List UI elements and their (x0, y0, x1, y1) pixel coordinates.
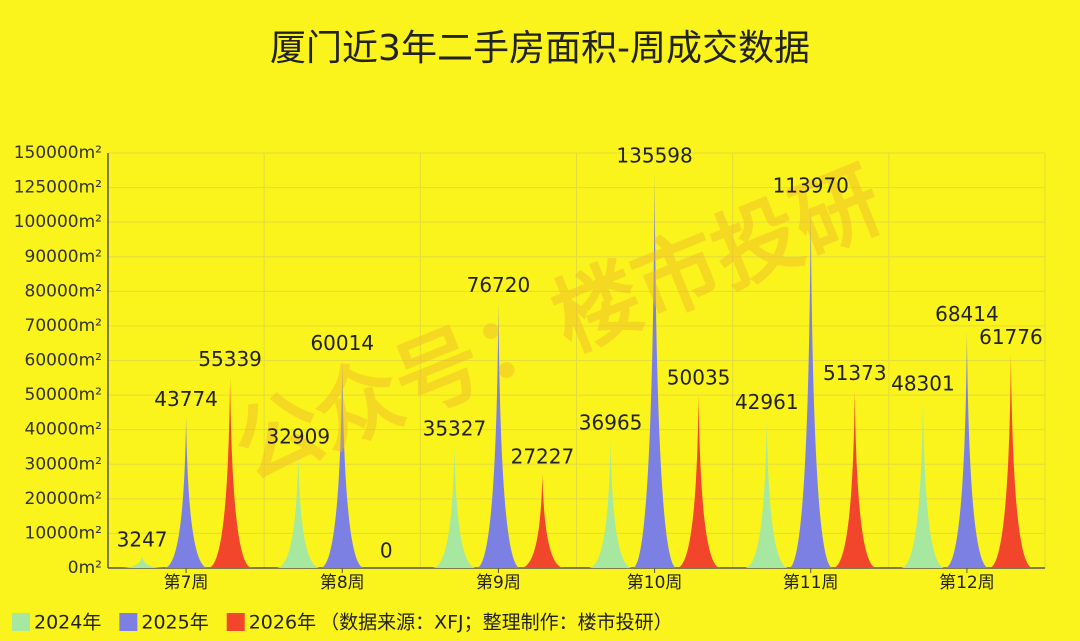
value-label: 42961 (735, 390, 799, 414)
value-label: 55339 (198, 347, 262, 371)
x-tick-label: 第11周 (783, 573, 839, 593)
x-tick-label: 第7周 (164, 573, 209, 593)
y-tick-label: 0m² (68, 558, 102, 578)
value-label: 36965 (579, 411, 643, 435)
legend-label: 2026年 (249, 612, 316, 634)
spike-bar (276, 454, 321, 568)
legend-swatch (119, 613, 138, 631)
spike-bar (520, 473, 565, 568)
value-label: 0 (380, 539, 393, 563)
y-tick-label: 60000m² (25, 351, 102, 371)
value-label: 32909 (266, 425, 330, 449)
chart-title: 厦门近3年二手房面积-周成交数据 (270, 28, 810, 69)
marks (120, 172, 1033, 569)
y-tick-label: 150000m² (14, 143, 102, 163)
spike-bar (788, 202, 833, 569)
value-label: 3247 (117, 527, 168, 551)
spike-bar (632, 172, 677, 568)
spike-bar (676, 394, 721, 568)
spike-bar (432, 445, 477, 568)
value-label: 61776 (979, 325, 1043, 349)
legend-note: （数据来源：XFJ；整理制作：楼市投研） (320, 612, 673, 634)
y-tick-label: 80000m² (25, 281, 102, 301)
spike-bar (944, 331, 989, 568)
value-label: 43774 (154, 387, 218, 411)
spike-bar (744, 419, 789, 568)
value-label: 51373 (823, 361, 887, 385)
y-tick-label: 20000m² (25, 489, 102, 509)
legend-label: 2025年 (141, 612, 208, 634)
x-tick-label: 第9周 (476, 573, 521, 593)
value-label: 35327 (423, 416, 487, 440)
y-tick-label: 70000m² (25, 316, 102, 336)
y-tick-label: 90000m² (25, 247, 102, 267)
grid (107, 152, 1046, 569)
value-label: 76720 (467, 273, 531, 297)
y-tick-label: 100000m² (14, 212, 102, 232)
value-label: 68414 (935, 302, 999, 326)
x-tick-label: 第10周 (627, 573, 683, 593)
spike-bar (120, 556, 165, 568)
x-tick-label: 第8周 (320, 573, 365, 593)
y-tick-label: 30000m² (25, 454, 102, 474)
spike-bar (832, 390, 877, 568)
legend-swatch (12, 613, 30, 631)
y-tick-label: 10000m² (25, 523, 102, 543)
legend-swatch (226, 613, 245, 631)
value-label: 50035 (667, 365, 731, 389)
spike-bar (476, 302, 521, 568)
y-tick-label: 125000m² (14, 178, 102, 198)
value-label: 135598 (616, 143, 692, 167)
value-label: 60014 (310, 331, 374, 355)
spike-bar (164, 416, 209, 568)
y-tick-label: 40000m² (25, 420, 102, 440)
spike-bar (320, 360, 365, 568)
spike-bar (988, 354, 1033, 568)
legend-label: 2024年 (34, 612, 101, 634)
spike-bar (208, 376, 253, 568)
value-label: 48301 (891, 371, 955, 395)
x-tick-label: 第12周 (939, 573, 995, 593)
value-label: 27227 (511, 444, 575, 468)
spike-bar (900, 400, 945, 568)
value-label: 113970 (773, 173, 849, 197)
spike-bar (588, 440, 633, 568)
y-tick-label: 50000m² (25, 385, 102, 405)
